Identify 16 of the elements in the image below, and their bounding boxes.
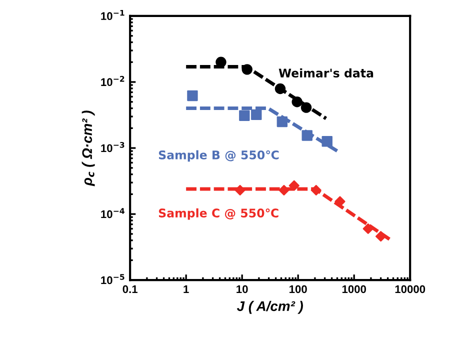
x-tick-label: 100 bbox=[290, 285, 307, 294]
series-label: Weimar's data bbox=[278, 68, 374, 78]
y-tick-label: 10$^{−5}$ bbox=[101, 274, 124, 284]
y-tick-label: 10$^{−1}$ bbox=[101, 10, 124, 20]
series-label: Sample C @ 550℃ bbox=[158, 208, 278, 220]
y-tick-label: 10$^{−2}$ bbox=[101, 76, 124, 86]
text: Sample B @ 550℃ bbox=[158, 150, 279, 162]
x-tick-label: 0.1 bbox=[122, 285, 138, 294]
y-axis-title: ρ$_{c}$ ( Ω·cm² ) bbox=[82, 110, 95, 186]
x-tick-label: 10 bbox=[236, 285, 248, 294]
x-tick-label: 10000 bbox=[395, 285, 426, 294]
x-tick-label: 1000 bbox=[342, 285, 366, 294]
y-tick-label: 10$^{−4}$ bbox=[101, 208, 124, 218]
x-axis-title: J ( A/cm² ) bbox=[236, 300, 303, 314]
y-tick-label: 10$^{−3}$ bbox=[101, 142, 124, 152]
x-tick-label: 1 bbox=[184, 285, 189, 294]
